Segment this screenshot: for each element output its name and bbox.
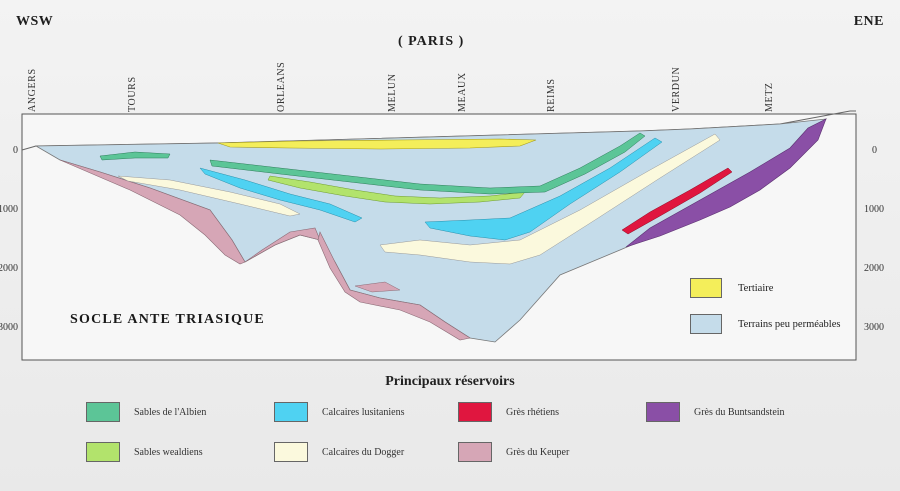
depth-tick-label: 0 bbox=[13, 145, 18, 156]
keuper-layer-lower bbox=[317, 231, 471, 341]
legend-swatch bbox=[458, 402, 492, 422]
legend-swatch bbox=[646, 402, 680, 422]
lusitanien-layer-west bbox=[199, 167, 363, 223]
reservoir-buntsandstein: Grès du Buntsandstein bbox=[646, 402, 785, 422]
inset-legend-tertiaire: Tertiaire bbox=[690, 278, 773, 298]
legend-label: Calcaires du Dogger bbox=[322, 446, 405, 458]
albien-layer-main bbox=[209, 132, 646, 195]
legend-label: Terrains peu perméables bbox=[738, 318, 841, 330]
orientation-west-label: WSW bbox=[16, 14, 54, 29]
lusitanien-layer-east bbox=[424, 137, 663, 241]
depth-tick-label: 3000 bbox=[0, 322, 18, 333]
legend-label: Tertiaire bbox=[738, 282, 774, 294]
legend-swatch bbox=[458, 442, 492, 462]
legend-label: Sables de l'Albien bbox=[134, 406, 207, 418]
legend-label: Grès du Buntsandstein bbox=[694, 406, 785, 418]
reservoir-lusitanien: Calcaires lusitaniens bbox=[274, 402, 404, 422]
legend-swatch bbox=[690, 314, 722, 334]
depth-tick-label: 2000 bbox=[0, 263, 18, 274]
keuper-fragment bbox=[354, 281, 401, 293]
legend-swatch bbox=[274, 402, 308, 422]
reservoir-wealdien: Sables wealdiens bbox=[86, 442, 203, 462]
tertiaire-layer bbox=[217, 138, 537, 150]
reservoir-dogger: Calcaires du Dogger bbox=[274, 442, 404, 462]
reservoir-albien: Sables de l'Albien bbox=[86, 402, 206, 422]
legend-swatch bbox=[86, 442, 120, 462]
depth-tick-label: 3000 bbox=[864, 322, 884, 333]
depth-axis-left: 0 1000 2000 3000 bbox=[0, 145, 18, 333]
depth-tick-label: 1000 bbox=[0, 204, 18, 215]
depth-tick-label: 2000 bbox=[864, 263, 884, 274]
legend-label: Sables wealdiens bbox=[134, 446, 203, 458]
legend-swatch bbox=[86, 402, 120, 422]
basement-label: SOCLE ANTE TRIASIQUE bbox=[70, 312, 265, 327]
buntsandstein-layer bbox=[625, 118, 827, 248]
dogger-layer-east bbox=[379, 133, 721, 265]
reservoir-rhetien: Grès rhétiens bbox=[458, 402, 559, 422]
wealdien-layer bbox=[267, 175, 526, 205]
reservoirs-title: Principaux réservoirs bbox=[385, 374, 515, 389]
depth-tick-label: 0 bbox=[872, 145, 877, 156]
depth-tick-label: 1000 bbox=[864, 204, 884, 215]
depth-axis-right: 0 1000 2000 3000 bbox=[864, 145, 884, 333]
albien-layer-west bbox=[99, 151, 171, 161]
reservoir-keuper: Grès du Keuper bbox=[458, 442, 569, 462]
legend-swatch bbox=[274, 442, 308, 462]
rhetien-layer bbox=[621, 167, 733, 235]
paris-label: ( PARIS ) bbox=[398, 34, 465, 49]
legend-label: Grès rhétiens bbox=[506, 406, 560, 418]
legend-label: Grès du Keuper bbox=[506, 446, 570, 458]
legend-swatch bbox=[690, 278, 722, 298]
dogger-layer-west bbox=[117, 175, 301, 217]
orientation-east-label: ENE bbox=[853, 14, 884, 29]
legend-label: Calcaires lusitaniens bbox=[322, 406, 405, 418]
inset-legend-terrains: Terrains peu perméables bbox=[690, 314, 840, 334]
